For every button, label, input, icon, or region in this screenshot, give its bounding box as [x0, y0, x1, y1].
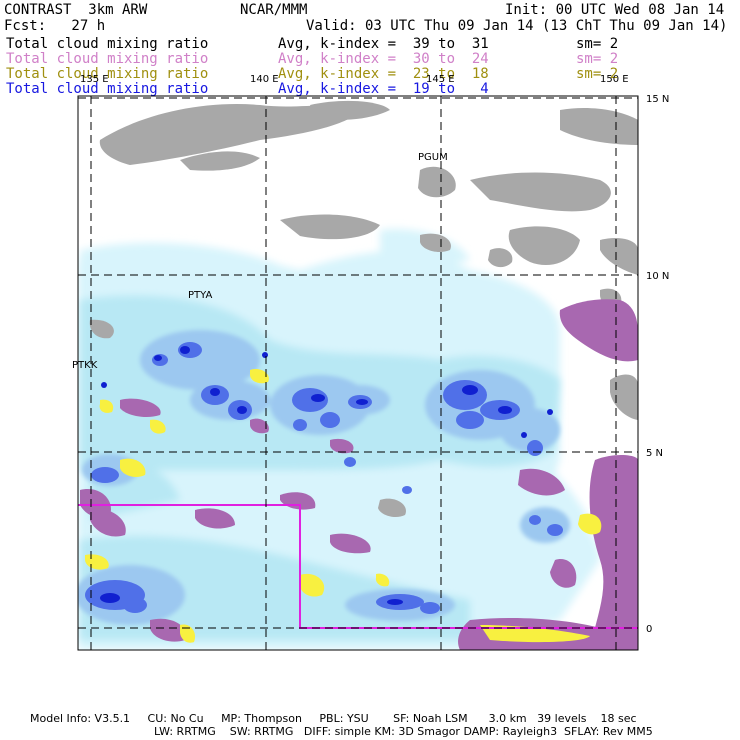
lat-label-15n: 15 N — [646, 94, 669, 105]
field-avg-1: Avg, k-index = 39 to 31 — [278, 36, 489, 52]
forecast-hour: Fcst: 27 h — [4, 18, 106, 34]
center-title: NCAR/MMM — [240, 2, 308, 18]
purple-cloud-regions — [80, 299, 638, 650]
map-frame — [77, 95, 639, 651]
model-info-line1: Model Info: V3.5.1 CU: No Cu MP: Thompso… — [30, 712, 637, 725]
map-fill-layers — [78, 96, 638, 650]
station-pgum: PGUM — [418, 152, 448, 163]
yellow-cloud-regions — [85, 369, 602, 643]
field-sm-2: sm= 2 — [576, 51, 619, 67]
lat-label-0: 0 — [646, 624, 652, 635]
field-sm-1: sm= 2 — [576, 36, 619, 52]
lat-label-10n: 10 N — [646, 271, 669, 282]
field-name-4: Total cloud mixing ratio — [6, 81, 209, 97]
valid-time: Valid: 03 UTC Thu 09 Jan 14 (13 ChT Thu … — [306, 18, 728, 34]
field-avg-2: Avg, k-index = 30 to 24 — [278, 51, 489, 67]
station-ptkk: PTKK — [72, 360, 98, 371]
model-info-line2: LW: RRTMG SW: RRTMG DIFF: simple KM: 3D … — [154, 725, 653, 738]
model-title: CONTRAST 3km ARW — [4, 2, 148, 18]
field-name-1: Total cloud mixing ratio — [6, 36, 209, 52]
gray-high-clouds — [89, 100, 638, 518]
init-time: Init: 00 UTC Wed 08 Jan 14 — [505, 2, 725, 18]
lon-label-145e: 145 E — [426, 74, 455, 85]
lon-label-150e: 150 E — [600, 74, 629, 85]
lat-lon-grid — [78, 96, 638, 650]
field-name-2: Total cloud mixing ratio — [6, 51, 209, 67]
lon-label-135e: 135 E — [80, 74, 109, 85]
field-avg-3: Avg, k-index = 23 to 18 — [278, 66, 489, 82]
field-avg-4: Avg, k-index = 19 to 4 — [278, 81, 489, 97]
dark-blue-cloud-dots — [100, 346, 593, 642]
station-ptya: PTYA — [188, 290, 212, 301]
field-sm-3: sm= 2 — [576, 66, 619, 82]
lon-label-140e: 140 E — [250, 74, 279, 85]
field-name-3: Total cloud mixing ratio — [6, 66, 209, 82]
lat-label-5n: 5 N — [646, 448, 663, 459]
